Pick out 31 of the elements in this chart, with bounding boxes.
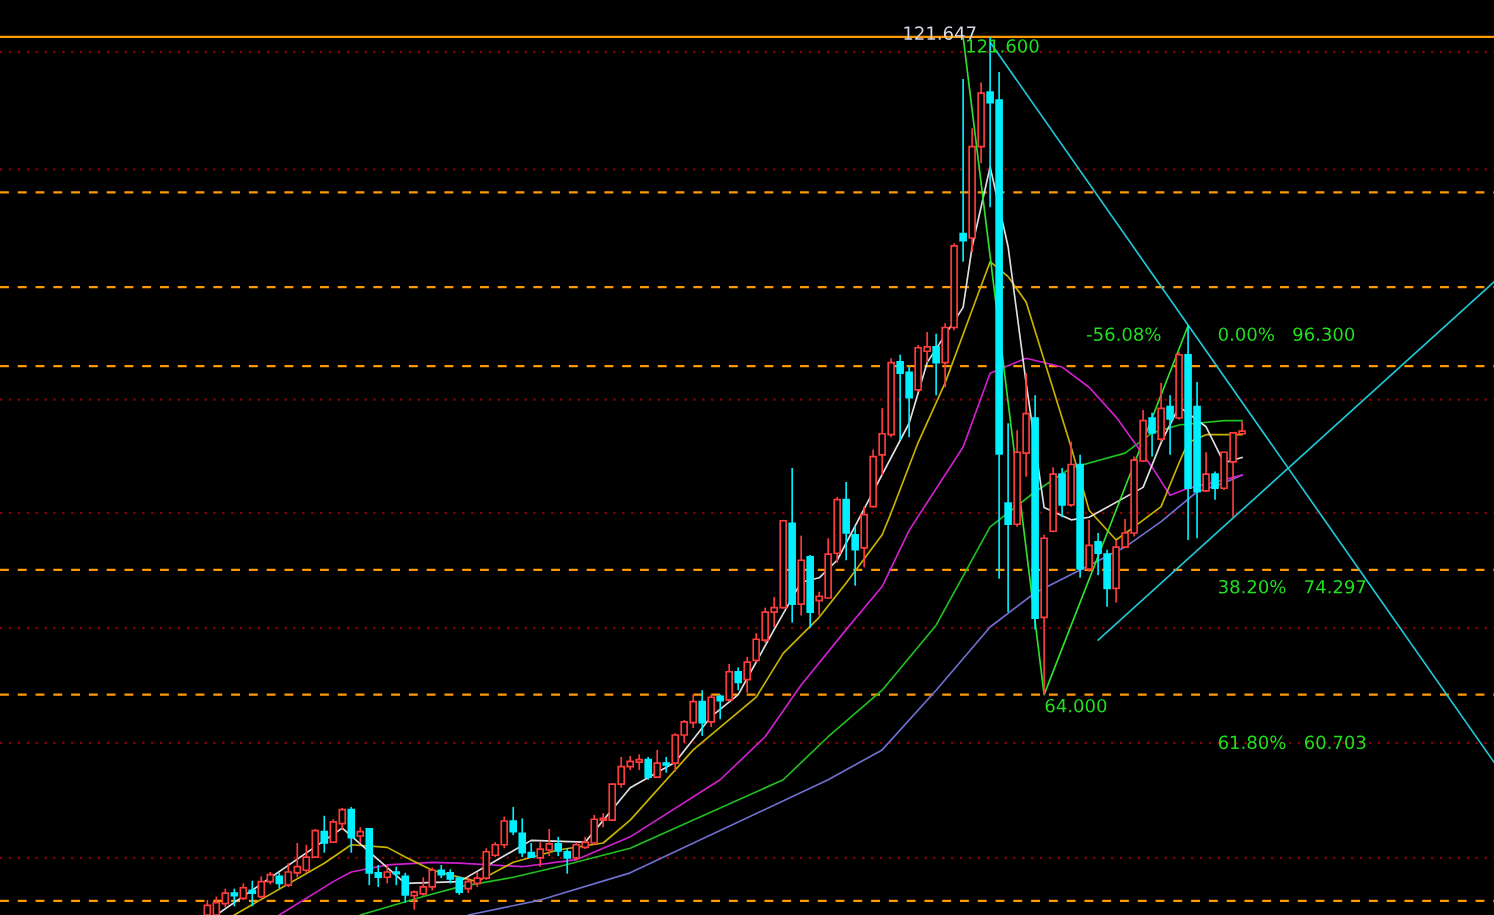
candlestick (932, 332, 940, 396)
candlestick (698, 689, 706, 737)
candlestick (959, 78, 967, 263)
annotation: -56.08% (1087, 327, 1161, 342)
candlestick (644, 756, 653, 781)
candlestick (356, 826, 365, 844)
candlestick (734, 666, 742, 692)
annotation: 0.00% 96.300 (1218, 327, 1355, 342)
candlestick (1058, 467, 1066, 519)
candlestick (401, 872, 410, 904)
candlestick (383, 864, 392, 885)
candlestick (851, 525, 859, 587)
candlestick (1004, 422, 1012, 613)
annotation: 61.80% 60.703 (1218, 735, 1366, 750)
candlestick (1031, 394, 1039, 631)
candlestick (662, 756, 671, 774)
candlestick (1166, 394, 1174, 456)
candlestick (788, 467, 796, 624)
candlestick (347, 806, 356, 854)
candlestick (860, 505, 868, 569)
annotation: 38.20% 74.297 (1218, 579, 1366, 594)
candlestick (1085, 519, 1093, 573)
annotation: 64.000 (1045, 698, 1107, 713)
candlestick (1076, 454, 1084, 579)
candlestick (509, 806, 518, 836)
candlestick (320, 814, 329, 854)
candlestick (797, 534, 805, 617)
candlestick (275, 872, 284, 890)
candlestick (842, 481, 850, 562)
candlestick (248, 879, 257, 908)
candlestick (1157, 382, 1165, 443)
